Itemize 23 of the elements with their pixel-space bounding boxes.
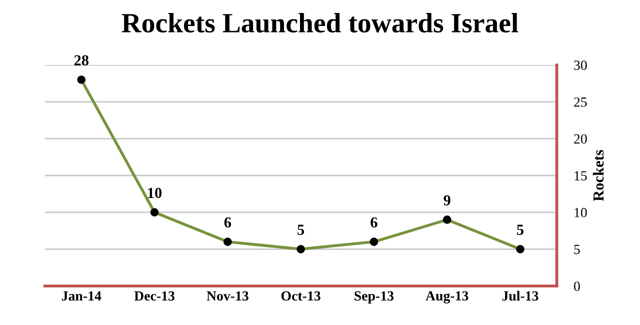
data-label: 9 — [444, 195, 450, 206]
x-tick-label: Aug-13 — [426, 291, 468, 304]
y-tick-label: 0 — [574, 282, 580, 291]
chart-title: Rockets Launched towards Israel — [122, 13, 518, 33]
x-tick-label: Jan-14 — [62, 291, 102, 301]
y-tick-label: 10 — [574, 208, 587, 218]
x-tick-label: Oct-13 — [281, 291, 320, 301]
x-tick-label: Sep-13 — [354, 291, 394, 304]
y-tick-label: 20 — [574, 134, 587, 144]
y-axis-title: Rockets — [592, 150, 604, 202]
data-label: 5 — [517, 224, 524, 235]
x-tick-label: Nov-13 — [206, 291, 248, 301]
x-tick-label: Jul-13 — [502, 290, 538, 301]
data-label: 5 — [298, 224, 304, 235]
y-tick-label: 30 — [574, 60, 587, 70]
data-label: 6 — [224, 217, 232, 228]
x-tick-label: Dec-13 — [134, 291, 174, 301]
data-label: 6 — [370, 217, 378, 228]
data-label: 28 — [74, 55, 89, 66]
y-tick-label: 25 — [574, 97, 587, 107]
y-tick-label: 5 — [574, 244, 580, 254]
data-label: 10 — [148, 188, 162, 198]
y-tick-label: 15 — [574, 171, 587, 180]
